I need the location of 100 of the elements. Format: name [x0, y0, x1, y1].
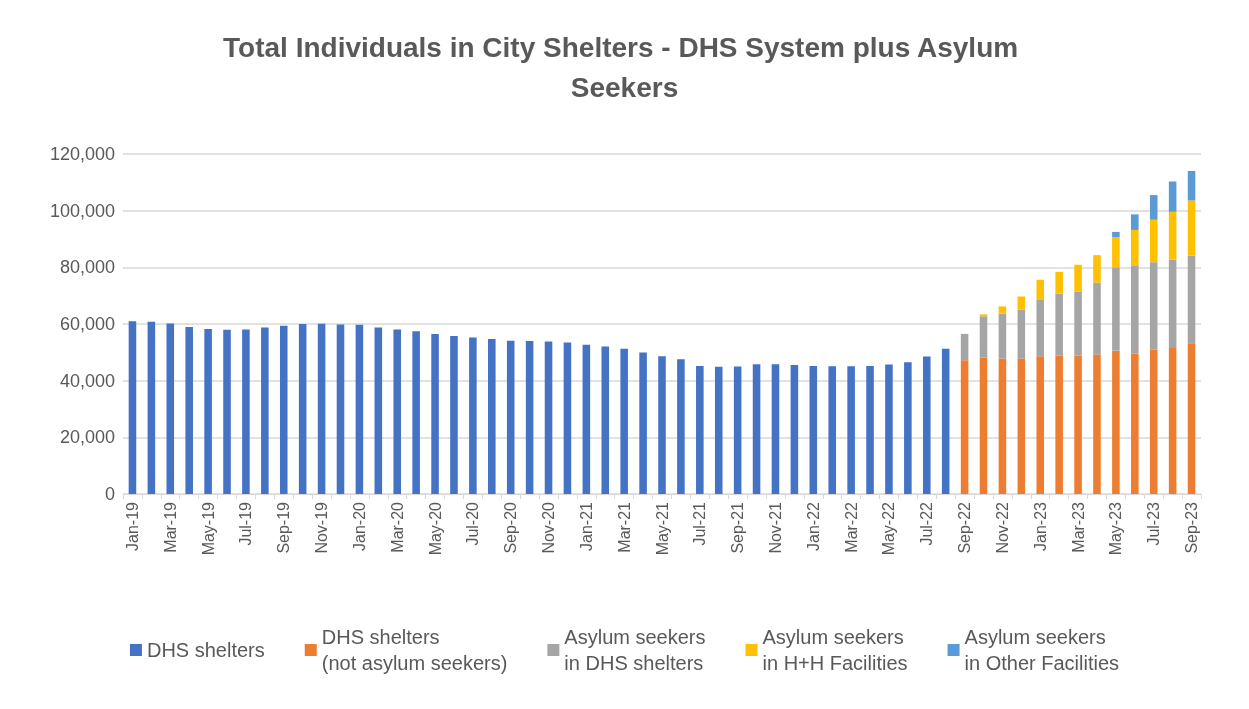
bar: [1168, 259, 1177, 349]
x-tick-label: Sep-19: [275, 501, 293, 554]
bar: [374, 327, 383, 494]
bar: [1131, 214, 1139, 230]
bar: [714, 366, 723, 494]
bar: [525, 341, 534, 494]
bar: [1112, 267, 1120, 351]
x-tick-label: Mar-20: [388, 501, 406, 553]
x-tick-label: Jan-19: [123, 501, 141, 551]
x-tick-label: Mar-22: [842, 501, 860, 553]
bar: [998, 358, 1007, 494]
x-tick-label: Nov-22: [993, 501, 1011, 554]
x-tick-label: Jan-20: [350, 501, 368, 551]
bar: [1112, 237, 1120, 268]
bar: [904, 362, 912, 494]
x-tick-label: Nov-19: [313, 501, 331, 554]
bar: [960, 333, 969, 361]
bar: [563, 342, 572, 494]
x-tick-label: Nov-20: [540, 501, 558, 554]
bar: [1131, 265, 1139, 354]
y-tick-label: 40,000: [59, 370, 115, 391]
bar: [1017, 296, 1026, 310]
bar: [1187, 343, 1196, 494]
bar: [1036, 356, 1045, 494]
bar: [1168, 211, 1177, 260]
bar: [1149, 219, 1158, 263]
x-tick-label: Jul-21: [691, 501, 709, 546]
bar: [828, 366, 836, 494]
bar: [1093, 354, 1101, 494]
bar: [279, 325, 288, 494]
bar: [582, 344, 591, 494]
bar: [469, 337, 477, 494]
bar: [128, 321, 137, 494]
bar: [1131, 353, 1139, 494]
bar: [1112, 231, 1120, 238]
x-tick-label: Jan-23: [1031, 501, 1049, 551]
bar: [185, 327, 193, 494]
x-tick-label: May-19: [199, 501, 217, 556]
bar: [488, 339, 496, 494]
bar: [261, 327, 269, 494]
bar: [147, 321, 156, 494]
bar: [1017, 309, 1026, 359]
bar: [1036, 279, 1045, 300]
legend-label: Asylum seekers in DHS shelters: [564, 626, 706, 674]
bar: [506, 340, 515, 494]
bar: [639, 352, 647, 494]
bar: [620, 348, 628, 494]
bar: [941, 348, 950, 494]
bar: [1017, 358, 1026, 494]
bar: [450, 335, 458, 494]
bar: [809, 365, 818, 494]
bar: [204, 329, 212, 494]
legend-label: DHS shelters (not asylum seekers): [321, 626, 508, 674]
bar: [866, 365, 874, 494]
x-tick-label: Jul-19: [237, 501, 255, 546]
bar: [979, 316, 988, 358]
bar: [1055, 293, 1063, 356]
y-tick-label: 80,000: [59, 257, 115, 278]
legend-label: DHS shelters: [146, 639, 265, 661]
bar: [1187, 255, 1196, 344]
y-tick-label: 60,000: [59, 314, 115, 334]
bar: [1055, 271, 1063, 294]
legend-label: Asylum seekers in Other Facilities: [964, 626, 1120, 674]
bar: [242, 329, 250, 494]
x-tick-label: Jul-22: [918, 501, 936, 546]
x-tick-label: Nov-21: [766, 501, 784, 554]
bar: [696, 365, 704, 494]
bar: [1149, 349, 1158, 494]
bar: [1093, 255, 1101, 283]
x-tick-label: Mar-19: [161, 501, 179, 553]
x-tick-label: Mar-23: [1069, 501, 1087, 553]
bar: [998, 313, 1007, 359]
bar: [412, 331, 420, 494]
bar: [733, 366, 742, 494]
bar: [166, 323, 175, 494]
x-tick-label: Jul-20: [464, 501, 482, 546]
bar: [771, 364, 780, 494]
x-tick-label: Jan-21: [577, 501, 595, 551]
bar: [922, 356, 931, 494]
bar: [393, 329, 402, 494]
bar: [223, 329, 231, 494]
x-tick-label: May-21: [653, 501, 671, 556]
bar: [317, 323, 326, 494]
y-tick-label: 0: [104, 484, 115, 504]
bar: [960, 360, 969, 494]
bar: [1131, 229, 1139, 266]
x-tick-label: Sep-21: [729, 501, 747, 554]
bar: [1112, 350, 1120, 494]
bar: [431, 333, 439, 494]
x-tick-label: Jul-23: [1145, 501, 1163, 546]
bar: [544, 341, 553, 494]
bar: [1149, 262, 1158, 350]
x-tick-label: Jan-22: [804, 501, 822, 551]
bar: [1168, 181, 1177, 212]
x-tick-label: May-22: [880, 501, 898, 556]
bar: [1093, 282, 1101, 355]
bar: [1074, 291, 1082, 356]
bar: [1036, 299, 1045, 357]
y-tick-label: 20,000: [59, 427, 115, 448]
y-tick-label: 120,000: [49, 144, 115, 164]
